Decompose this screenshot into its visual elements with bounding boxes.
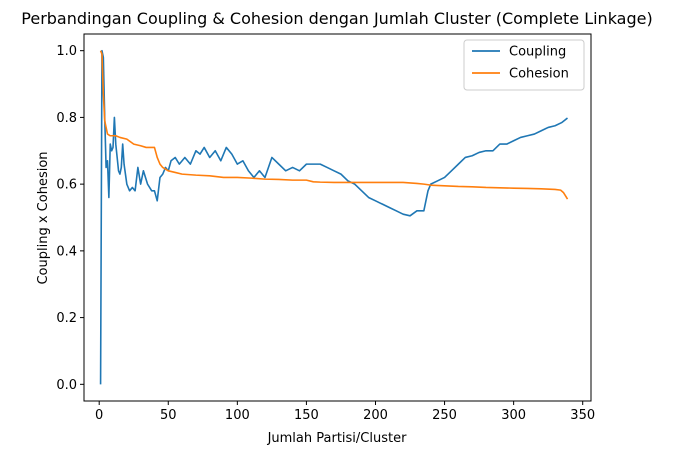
x-tick-label: 250 [432,408,457,423]
y-tick-label: 1.0 [56,44,77,59]
series-layer [99,49,569,385]
y-tick-label: 0.0 [56,378,77,393]
x-tick-label: 100 [225,408,250,423]
x-tick-label: 200 [363,408,388,423]
chart-title: Perbandingan Coupling & Cohesion dengan … [21,9,652,28]
series-line-cohesion [99,50,569,200]
y-axis-label: Coupling x Cohesion [36,151,51,284]
y-tick-label: 0.8 [56,111,77,126]
x-tick-label: 150 [294,408,319,423]
series-line-coupling [99,49,568,385]
y-tick-label: 0.6 [56,178,77,193]
plot-frame [83,33,592,402]
x-tick-label: 50 [160,408,177,423]
legend: Coupling Cohesion [463,39,585,91]
x-axis-label: Jumlah Partisi/Cluster [267,431,408,446]
legend-box [463,39,585,91]
plot-area [83,33,592,402]
x-axis-ticks: 0 50 100 150 200 250 300 350 [95,401,595,423]
y-tick-label: 0.2 [56,311,77,326]
legend-label-coupling: Coupling [509,45,566,60]
x-tick-label: 300 [501,408,526,423]
x-tick-label: 350 [570,408,595,423]
y-axis-ticks: 0.0 0.2 0.4 0.6 0.8 1.0 [56,44,84,393]
x-tick-label: 0 [95,408,103,423]
legend-label-cohesion: Cohesion [509,67,569,82]
y-tick-label: 0.4 [56,244,77,259]
